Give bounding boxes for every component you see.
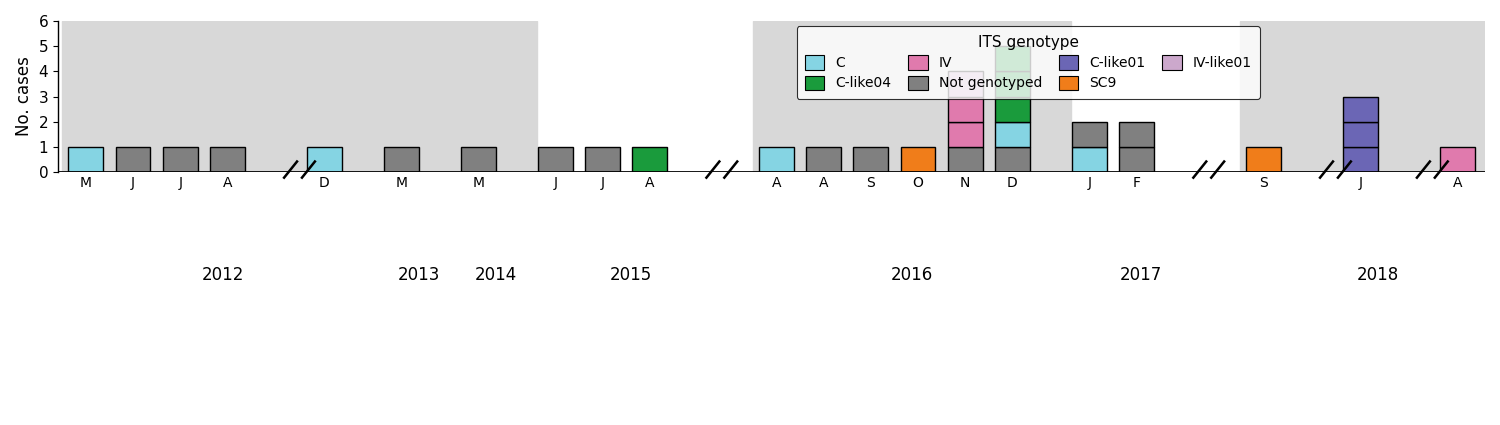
Bar bbox=[1119, 147, 1154, 172]
Bar bbox=[1240, 21, 1500, 172]
Bar bbox=[994, 71, 1030, 96]
Text: 2016: 2016 bbox=[891, 266, 933, 284]
Bar bbox=[759, 147, 794, 172]
Bar bbox=[308, 147, 342, 172]
Bar bbox=[164, 147, 198, 172]
Text: 2018: 2018 bbox=[1356, 266, 1400, 284]
Bar bbox=[948, 96, 982, 122]
Text: 2012: 2012 bbox=[201, 266, 243, 284]
Bar bbox=[384, 147, 418, 172]
Text: 2017: 2017 bbox=[1120, 266, 1162, 284]
Bar bbox=[116, 147, 150, 172]
Bar bbox=[994, 96, 1030, 122]
Bar bbox=[1246, 147, 1281, 172]
Bar bbox=[378, 21, 459, 172]
Bar bbox=[633, 147, 668, 172]
Bar bbox=[948, 122, 982, 147]
Bar bbox=[538, 147, 573, 172]
Bar bbox=[69, 147, 104, 172]
Text: 2014: 2014 bbox=[474, 266, 518, 284]
Bar bbox=[948, 71, 982, 96]
Bar bbox=[210, 147, 244, 172]
Bar bbox=[1119, 122, 1154, 147]
Bar bbox=[1440, 147, 1474, 172]
Bar bbox=[1072, 147, 1107, 172]
Bar bbox=[1342, 122, 1377, 147]
Legend: C, C-like04, IV, Not genotyped, C-like01, SC9, IV-like01: C, C-like04, IV, Not genotyped, C-like01… bbox=[796, 26, 1260, 99]
Bar bbox=[900, 147, 936, 172]
Text: 2013: 2013 bbox=[398, 266, 439, 284]
Bar bbox=[807, 147, 842, 172]
Bar bbox=[1072, 122, 1107, 147]
Bar bbox=[994, 147, 1030, 172]
Bar bbox=[948, 147, 982, 172]
Bar bbox=[1342, 147, 1377, 172]
Bar bbox=[753, 21, 1071, 172]
Bar bbox=[1342, 96, 1377, 122]
Bar bbox=[585, 147, 620, 172]
Bar bbox=[994, 122, 1030, 147]
Bar bbox=[454, 21, 537, 172]
Y-axis label: No. cases: No. cases bbox=[15, 57, 33, 136]
Bar bbox=[994, 46, 1030, 71]
Bar bbox=[460, 147, 496, 172]
Bar bbox=[853, 147, 888, 172]
Text: 2015: 2015 bbox=[609, 266, 651, 284]
Bar bbox=[63, 21, 382, 172]
